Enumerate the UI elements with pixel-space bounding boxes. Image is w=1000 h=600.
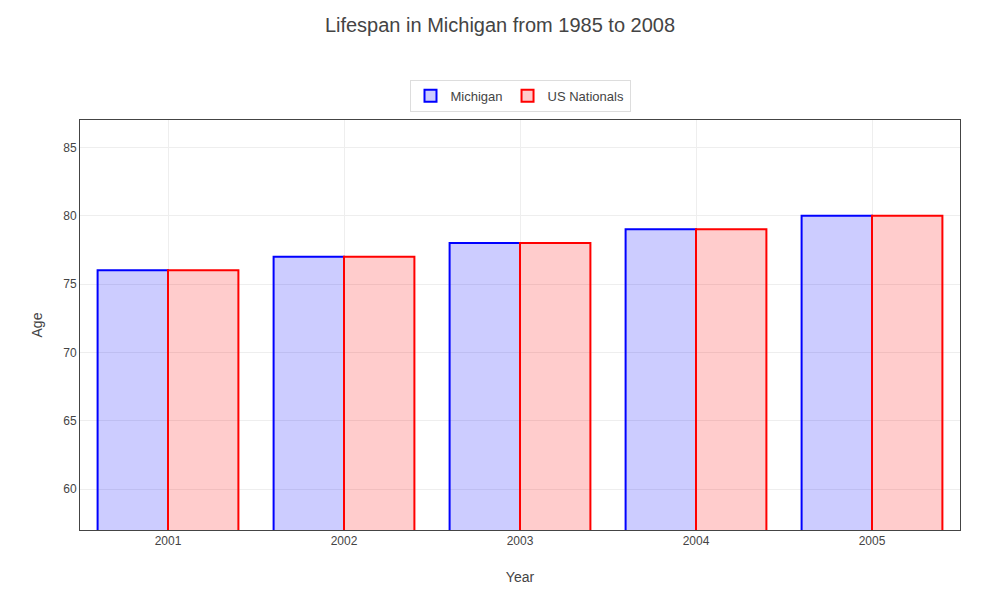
svg-text:Year: Year: [506, 569, 535, 585]
svg-text:Lifespan in Michigan from 1985: Lifespan in Michigan from 1985 to 2008: [325, 14, 675, 36]
svg-text:2004: 2004: [683, 534, 710, 548]
svg-text:2003: 2003: [507, 534, 534, 548]
svg-text:70: 70: [63, 346, 77, 360]
svg-text:2001: 2001: [155, 534, 182, 548]
svg-text:85: 85: [63, 141, 77, 155]
svg-text:80: 80: [63, 209, 77, 223]
svg-text:US Nationals: US Nationals: [548, 89, 624, 104]
svg-text:75: 75: [63, 277, 77, 291]
svg-text:2005: 2005: [859, 534, 886, 548]
svg-text:Michigan: Michigan: [451, 89, 503, 104]
svg-text:65: 65: [63, 414, 77, 428]
svg-text:Age: Age: [29, 312, 45, 337]
svg-text:2002: 2002: [331, 534, 358, 548]
svg-text:60: 60: [63, 482, 77, 496]
